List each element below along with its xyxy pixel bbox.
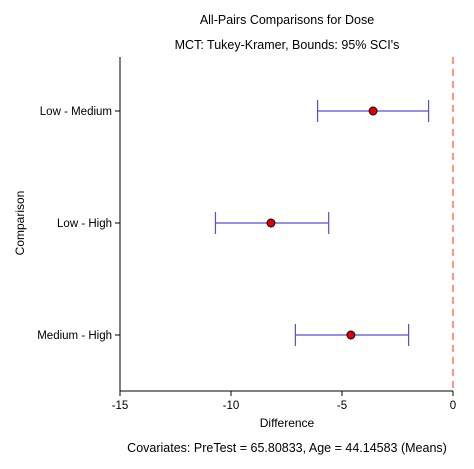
x-tick-label: -10: [223, 400, 240, 412]
y-axis-title: Comparison: [13, 191, 27, 256]
chart-subtitle: MCT: Tukey-Kramer, Bounds: 95% SCI's: [175, 38, 400, 52]
x-tick-label: 0: [450, 400, 456, 412]
x-axis-title: Difference: [260, 416, 315, 430]
y-tick-label: Medium - High: [37, 330, 112, 342]
x-tick-label: -15: [112, 400, 129, 412]
y-tick-label: Low - Medium: [40, 106, 112, 118]
plot-area: -15 -10 -5 0 Low - Medium Low - High Medium - …: [37, 57, 456, 412]
chart-title: All-Pairs Comparisons for Dose: [200, 13, 374, 27]
x-tick-label: -5: [337, 400, 347, 412]
estimate-point: [368, 106, 378, 116]
estimate-point: [266, 218, 276, 228]
estimate-point: [346, 330, 356, 340]
footnote: Covariates: PreTest = 65.80833, Age = 44…: [127, 441, 447, 455]
y-tick-label: Low - High: [57, 218, 112, 230]
